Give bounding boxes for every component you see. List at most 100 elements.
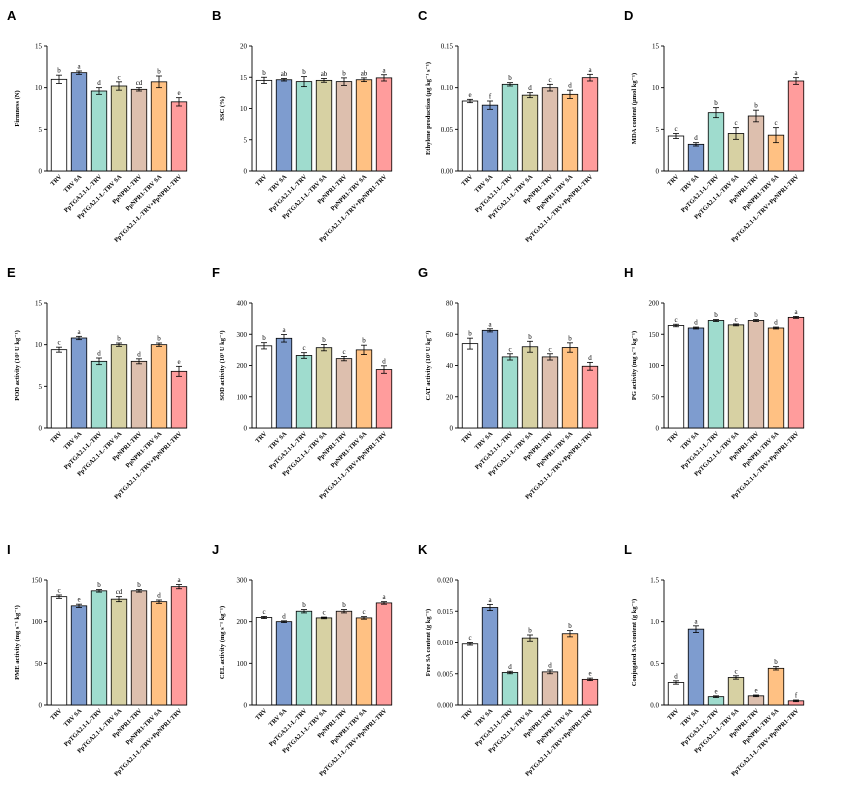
panel-f-significance-letter: d xyxy=(382,357,386,365)
panel-l-bar xyxy=(707,696,725,706)
panel-e-significance-letter: b xyxy=(157,335,161,343)
panel-l-y-tick-label: 0.5 xyxy=(650,660,659,668)
panel-g-bar xyxy=(581,365,599,429)
panel-d-bar xyxy=(787,80,805,172)
panel-b-y-tick-label: 10 xyxy=(240,105,248,113)
panel-g-y-label: CAT activity (10³ U kg⁻¹) xyxy=(425,331,432,401)
panel-a-significance-letter: cd xyxy=(136,79,143,87)
panel-d-y-tick-label: 5 xyxy=(656,126,660,134)
panel-a-y-tick-label: 10 xyxy=(35,84,43,92)
panel-l-significance-letter: d xyxy=(674,672,678,680)
panel-e-significance-letter: d xyxy=(97,350,101,358)
panel-f-significance-letter: a xyxy=(282,326,286,334)
panel-a-bar xyxy=(70,72,88,172)
panel-g-category-label: TRV xyxy=(460,430,475,445)
panel-a-y-tick-label: 15 xyxy=(35,43,43,51)
panel-d-significance-letter: a xyxy=(794,69,798,77)
panel-b-bar xyxy=(275,79,293,172)
panel-k-y-tick-label: 0.020 xyxy=(437,577,453,585)
panel-i-bar xyxy=(70,605,88,706)
panel-f-significance-letter: c xyxy=(302,344,305,352)
panel-i-category-label: TRV xyxy=(49,707,64,722)
panel-l-significance-letter: f xyxy=(795,692,798,700)
panel-b-letter: B xyxy=(212,8,221,23)
panel-e-y-label: POD activity (10³ U kg⁻¹) xyxy=(14,330,21,401)
panel-e-significance-letter: e xyxy=(177,358,180,366)
panel-a-y-tick-label: 5 xyxy=(39,126,43,134)
panel-i-significance-letter: b xyxy=(137,581,141,589)
panel-d-y-tick-label: 15 xyxy=(652,43,660,51)
panel-b-significance-letter: ab xyxy=(361,69,368,77)
panel-k-y-label: Free SA content (g kg⁻¹) xyxy=(425,609,432,676)
panel-j-significance-letter: c xyxy=(362,608,365,616)
panel-f-bar xyxy=(275,337,293,429)
panel-e-significance-letter: c xyxy=(57,339,60,347)
panel-f-bar xyxy=(375,369,393,429)
panel-i-y-tick-label: 150 xyxy=(32,577,43,585)
panel-f-y-tick-label: 100 xyxy=(237,393,248,401)
panel-h-y-tick-label: 100 xyxy=(649,362,660,370)
panel-f-significance-letter: b xyxy=(362,337,366,345)
panel-c-y-tick-label: 0.15 xyxy=(441,43,454,51)
panel-j-bar xyxy=(335,610,353,706)
panel-c-bar xyxy=(501,83,519,172)
panel-c-significance-letter: e xyxy=(468,91,471,99)
panel-h-y-tick-label: 150 xyxy=(649,331,660,339)
panel-d-bar xyxy=(667,135,685,172)
panel-g-bar xyxy=(461,343,479,429)
panel-k-bar xyxy=(561,633,579,706)
panel-i-y-tick-label: 100 xyxy=(32,618,43,626)
panel-a-letter: A xyxy=(7,8,17,23)
panel-b-y-tick-label: 5 xyxy=(244,136,248,144)
panel-h-significance-letter: a xyxy=(794,308,798,316)
panel-k-significance-letter: b xyxy=(528,627,532,635)
panel-j-bar xyxy=(315,617,333,706)
panel-h-bar xyxy=(747,320,765,429)
panel-e-bar xyxy=(150,344,168,429)
panel-e-significance-letter: d xyxy=(137,350,141,358)
panel-e-bar xyxy=(110,344,128,429)
panel-c-y-tick-label: 0.00 xyxy=(441,168,454,176)
panel-b-category-label: TRV xyxy=(254,173,269,188)
panel-d-letter: D xyxy=(624,8,633,23)
panel-j-significance-letter: c xyxy=(262,608,265,616)
panel-h-bar xyxy=(667,325,685,429)
panel-c-significance-letter: c xyxy=(548,76,551,84)
panel-l-y-label: Conjugated SA content (g kg⁻¹) xyxy=(631,599,638,686)
panel-a-category-label: TRV xyxy=(49,173,64,188)
panel-j-significance-letter: c xyxy=(322,609,325,617)
panel-f-bar xyxy=(255,345,273,429)
panel-f-y-tick-label: 200 xyxy=(237,362,248,370)
panel-e-letter: E xyxy=(7,265,16,280)
panel-d-bar xyxy=(747,115,765,172)
panel-i-y-label: PME activity (mg s⁻¹ kg⁻¹) xyxy=(14,605,21,680)
panel-b-bar xyxy=(255,79,273,172)
panel-g-bar xyxy=(521,346,539,429)
panel-h-significance-letter: d xyxy=(774,319,778,327)
panel-g-significance-letter: a xyxy=(488,320,492,328)
panel-h-y-label: PG activity (mg s⁻¹ kg⁻¹) xyxy=(631,331,638,400)
panel-h-significance-letter: b xyxy=(754,311,758,319)
panel-b-significance-letter: ab xyxy=(281,70,288,78)
panel-h-bar xyxy=(707,320,725,429)
panel-i-letter: I xyxy=(7,542,11,557)
panel-c-significance-letter: f xyxy=(489,93,492,101)
panel-i-y-tick-label: 50 xyxy=(35,660,43,668)
panel-f-y-label: SOD activity (10³ U kg⁻¹) xyxy=(219,330,226,400)
panel-e-y-tick-label: 5 xyxy=(39,383,43,391)
panel-d-y-tick-label: 10 xyxy=(652,84,660,92)
panel-f-y-tick-label: 300 xyxy=(237,331,248,339)
panel-e-significance-letter: b xyxy=(117,335,121,343)
panel-d-category-label: TRV xyxy=(666,173,681,188)
panel-g-y-tick-label: 0 xyxy=(450,425,454,433)
panel-c-y-tick-label: 0.10 xyxy=(441,84,454,92)
panel-c-y-tick-label: 0.05 xyxy=(441,126,454,134)
panel-f-y-tick-label: 0 xyxy=(244,425,248,433)
panel-b-significance-letter: b xyxy=(262,69,266,77)
panel-h-category-label: TRV xyxy=(666,430,681,445)
panel-k-letter: K xyxy=(418,542,428,557)
panel-j-bar xyxy=(275,621,293,706)
panel-e-bar xyxy=(90,360,108,429)
panel-l-significance-letter: e xyxy=(714,687,717,695)
